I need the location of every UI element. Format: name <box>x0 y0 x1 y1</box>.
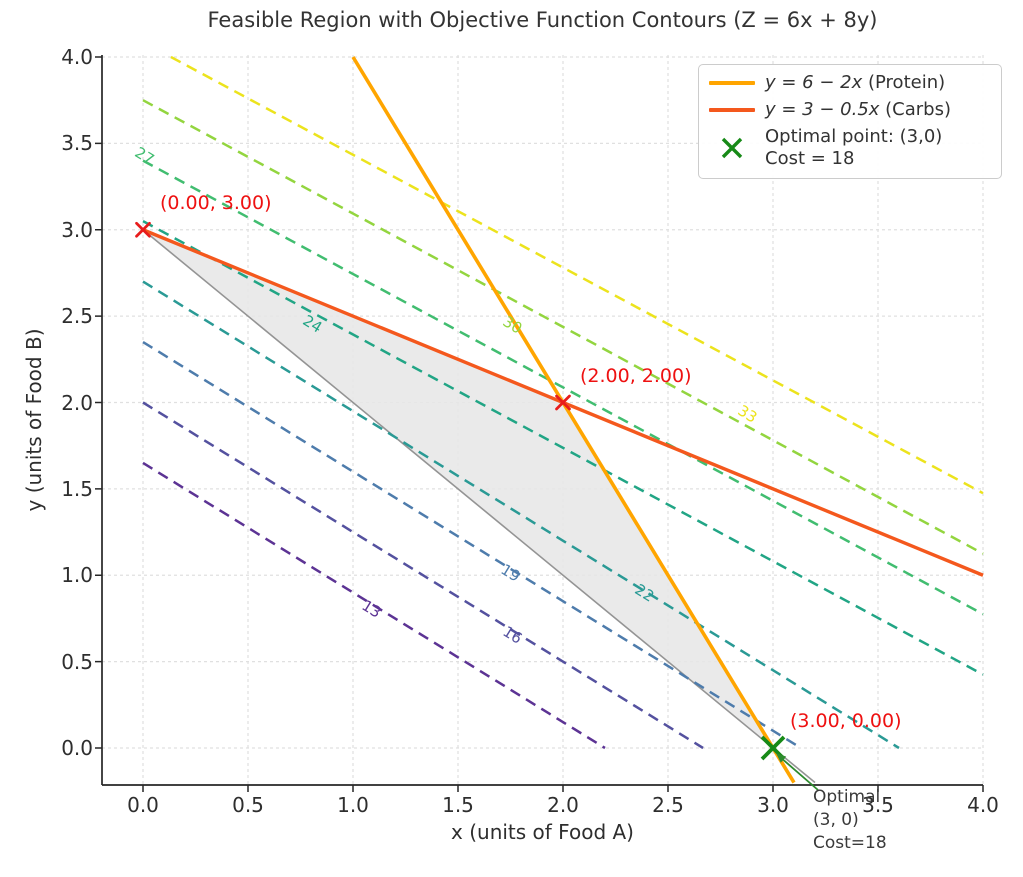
legend-label-optimal: Optimal point: (3,0) Cost = 18 <box>765 126 942 170</box>
x-tick-label-0.0: 0.0 <box>127 793 159 817</box>
legend-label-carbs: y = 3 − 0.5x (Carbs) <box>765 99 951 120</box>
optimal-x-marker-icon <box>707 135 757 161</box>
corner-x-marker <box>135 221 151 238</box>
corner-annotation: (2.00, 2.00) <box>580 364 692 387</box>
contour-line-24 <box>142 220 984 676</box>
legend-carbs-note: (Carbs) <box>879 99 952 120</box>
x-tick-label-2.5: 2.5 <box>652 793 684 817</box>
corner-x-marker <box>555 394 571 411</box>
x-tick-label-0.5: 0.5 <box>232 793 264 817</box>
contour-line-27 <box>142 159 984 616</box>
x-tick-label-3.0: 3.0 <box>757 793 789 817</box>
protein-line-swatch <box>707 80 757 85</box>
legend-entry-carbs: y = 3 − 0.5x (Carbs) <box>707 99 991 120</box>
x-tick-label-4.0: 4.0 <box>967 793 999 817</box>
x-tick-label-2.0: 2.0 <box>547 793 579 817</box>
annotation-arrowhead <box>776 753 787 763</box>
corner-annotation: (3.00, 0.00) <box>790 710 902 732</box>
protein-line <box>351 56 796 784</box>
y-tick-label-3.0: 3.0 <box>61 217 93 242</box>
optimal-annotation-line2: (3, 0) <box>813 810 859 830</box>
feasible-boundary-line <box>142 229 816 784</box>
contour-line-30 <box>142 99 984 555</box>
x-tick-label-1.5: 1.5 <box>442 793 474 817</box>
chart-title: Feasible Region with Objective Function … <box>207 8 878 32</box>
legend-label-protein: y = 6 − 2x (Protein) <box>765 72 945 93</box>
legend-entry-protein: y = 6 − 2x (Protein) <box>707 72 991 93</box>
corner-annotation: (0.00, 3.00) <box>160 191 272 214</box>
optimal-annotation-line3: Cost=18 <box>813 833 887 853</box>
x-axis-title: x (units of Food A) <box>451 820 634 844</box>
legend-protein-note: (Protein) <box>862 72 946 93</box>
x-tick-label-3.5: 3.5 <box>862 793 894 817</box>
legend-optimal-line1: Optimal point: (3,0) <box>765 126 943 147</box>
optimal-annotation: Optimal (3, 0) Cost=18 <box>813 786 887 855</box>
legend-optimal-line2: Cost = 18 <box>765 148 855 169</box>
y-tick-label-3.5: 3.5 <box>61 131 93 156</box>
y-tick-label-2.0: 2.0 <box>61 390 93 415</box>
y-tick-label-1.0: 1.0 <box>61 563 93 588</box>
y-tick-label-0.0: 0.0 <box>61 736 93 760</box>
optimal-annotation-line1: Optimal <box>813 787 881 807</box>
y-tick-label-1.5: 1.5 <box>61 476 93 501</box>
contour-line-22 <box>142 280 900 750</box>
y-tick-label-4.0: 4.0 <box>61 45 93 69</box>
annotation-arrow <box>779 756 819 791</box>
legend-entry-optimal: Optimal point: (3,0) Cost = 18 <box>707 126 991 170</box>
legend: y = 6 − 2x (Protein) y = 3 − 0.5x (Carbs… <box>698 64 1002 179</box>
optimal-x-marker <box>760 735 786 761</box>
legend-carbs-formula: y = 3 − 0.5x <box>765 99 880 120</box>
x-tick-label-1.0: 1.0 <box>337 793 369 817</box>
y-tick-label-2.5: 2.5 <box>61 304 93 329</box>
contour-line-16 <box>142 401 704 750</box>
y-tick-label-0.5: 0.5 <box>61 649 93 674</box>
contour-line-13 <box>142 461 606 750</box>
carbs-line-swatch <box>707 107 757 112</box>
contour-line-19 <box>142 340 802 750</box>
legend-protein-formula: y = 6 − 2x <box>765 72 863 93</box>
contour-line-33 <box>170 55 984 495</box>
